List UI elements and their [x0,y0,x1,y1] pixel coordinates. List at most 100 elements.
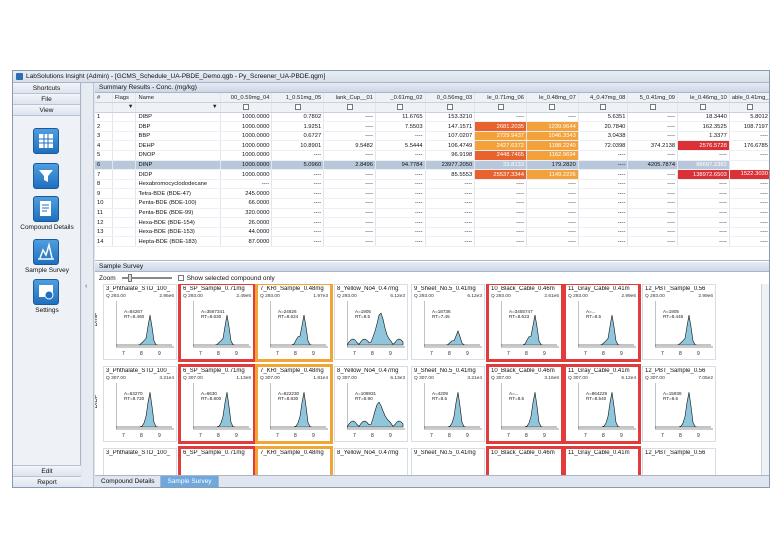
collapse-splitter[interactable]: ‹ [82,83,94,487]
sample-name: 7_KRI_Sample_0.48mg [260,368,324,374]
column-header[interactable]: 1_0.51mg_05 [271,93,325,104]
compound-details-button[interactable] [33,196,59,222]
dropdown-filter[interactable]: ▼ [112,102,137,113]
table-cell: ---- [729,198,769,209]
chromatogram-cell[interactable]: 7_KRI_Sample_0.48mg Q 307.00 1.81e4 7 8 9 A=62… [255,364,333,444]
chromatogram-cell[interactable]: 9_Sheet_No.5_0.41mg Q 293.00 6.12e3 7 8 9 A=18… [411,284,485,360]
column-header[interactable]: 00_0.59mg_04 [220,93,273,104]
column-filter-cell[interactable] [474,102,528,113]
table-row[interactable]: 4 DEHP 1000.0000 10.8901 9.5482 5.5444 106.474… [95,140,769,152]
table-row[interactable]: 8 Hexabromocyclododecane ---- ---- ---- ---- -… [95,179,769,190]
column-checkbox[interactable] [346,104,353,111]
column-header[interactable]: Flags [112,93,137,104]
column-header[interactable]: # [95,93,113,104]
report-menu[interactable]: Report [13,476,81,487]
chromatogram-cell[interactable]: 7_KRI_Sample_0.48mg Q 293.00 1.97e3 7 8 9 A=24… [255,284,333,362]
chromatogram-cell[interactable]: 12_PBT_Sample_0.56 Q 293.00 2.99e6 7 8 9 A=190… [642,284,716,360]
chromatogram-cell[interactable]: 6_SP_Sample_0.71mg [178,446,256,475]
chromatogram-cell[interactable]: 12_PBT_Sample_0.56 [642,448,716,475]
dropdown-filter[interactable]: ▼ [135,102,221,113]
file-menu[interactable]: File [13,94,80,105]
filter-cell[interactable] [95,102,113,113]
chromatogram-cell[interactable]: 11_Gray_Cable_0.41m Q 293.00 2.99e6 7 8 9 A=..… [563,284,641,362]
edit-menu[interactable]: Edit [13,465,81,476]
table-row[interactable]: 12 Hexa-BDE (BDE-154) 26.0000 ---- ---- ---- -… [95,217,769,228]
chromatogram-cell[interactable]: 8_Yellow_No4_0.47mg [334,448,408,475]
column-header[interactable]: lank_Cup__01 [323,93,376,104]
chromatogram-cell[interactable]: 9_Sheet_No.5_0.41mg [411,448,485,475]
column-filter-cell[interactable] [627,102,679,113]
table-row[interactable]: 13 Hexa-BDE (BDE-153) 44.0000 ---- ---- ---- -… [95,227,769,238]
column-checkbox[interactable] [700,104,707,111]
table-row[interactable]: 9 Tetra-BDE (BDE-47) 245.0000 ---- ---- ---- -… [95,188,769,200]
settings-button[interactable] [33,279,59,305]
zoom-slider-handle[interactable] [127,274,132,282]
column-checkbox[interactable] [600,104,607,111]
shortcuts-header[interactable]: Shortcuts [13,83,80,94]
chromatogram-cell[interactable]: 6_SP_Sample_0.71mg Q 293.00 2.49e6 7 8 9 A=356… [178,284,256,362]
chromatogram-cell[interactable]: 6_SP_Sample_0.71mg Q 307.00 1.13e6 7 8 9 A=663… [178,364,256,444]
column-checkbox[interactable] [294,104,301,111]
table-row[interactable]: 1 DIBP 1000.0000 0.7802 ---- 11.6765 153.3210-… [95,112,769,123]
table-row[interactable]: 2 DBP 1000.0000 1.9251 ---- 7.5503 147.1571 268… [95,121,769,132]
column-filter-cell[interactable] [526,102,579,113]
filter-button[interactable] [33,163,59,189]
chromatogram-cell[interactable]: 11_Gray_Cable_0.41m Q 307.00 6.12e4 7 8 9 A=86… [563,364,641,444]
table-row[interactable]: 3 BBP 1000.0000 0.6727 ---- ---- 107.0207 2729.… [95,131,769,142]
chromatogram-cell[interactable]: 11_Gray_Cable_0.41m [563,446,641,475]
column-checkbox[interactable] [549,104,556,111]
zoom-slider[interactable] [121,274,172,282]
show-selected-checkbox[interactable] [177,275,184,281]
column-header[interactable]: 5_0.41mg_09 [627,93,679,104]
chromatogram-cell[interactable]: 10_Black_Cable_0.46m [486,446,564,475]
table-view-button[interactable] [33,128,59,154]
column-checkbox[interactable] [446,104,453,111]
column-checkbox[interactable] [397,104,404,111]
survey-scrollbar[interactable] [761,284,769,475]
column-checkbox[interactable] [243,104,250,111]
column-header[interactable]: Name [135,93,221,104]
table-cell: ---- [323,188,376,200]
column-filter-cell[interactable] [323,102,376,113]
column-filter-cell[interactable] [220,102,273,113]
chromatogram-cell[interactable]: 8_Yellow_No4_0.47mg Q 307.00 6.13e3 7 8 9 A=10… [334,366,408,442]
chromatogram-cell[interactable]: 9_Sheet_No.5_0.41mg Q 307.00 3.21e4 7 8 9 A=42… [411,366,485,442]
table-cell: ---- [425,208,476,219]
chromatogram-cell[interactable]: 10_Black_Cable_0.46m Q 293.00 2.61e6 7 8 9 A=3… [486,284,564,362]
column-filter-cell[interactable] [578,102,629,113]
chromatogram-cell[interactable]: 3_Phthalate_STD_100_ Q 293.00 2.95e6 7 8 9 A=8… [103,284,177,360]
table-row[interactable]: 14 Hepta-BDE (BDE-183) 87.0000 ---- ---- ----… [95,236,769,247]
column-checkbox[interactable] [746,104,753,111]
chromatogram-cell[interactable]: 3_Phthalate_STD_100_ [103,448,177,475]
table-row[interactable]: 10 Penta-BDE (BDE-100) 66.0000 ---- ---- ----… [95,198,769,209]
column-filter-cell[interactable] [425,102,476,113]
table-row[interactable]: 5 DNOP 1000.0000 ---- ---- ---- 96.9198 2448.74… [95,150,769,161]
table-row[interactable]: 6 DINP 1000.0000 5.0960 2.8496 94.7784 23977.2… [95,160,769,171]
column-header[interactable]: able_0.41mg_11 [729,93,769,104]
chromatogram-cell[interactable]: 8_Yellow_No4_0.47mg Q 293.00 6.12e3 7 8 9 A=19… [334,284,408,360]
chromatogram-cell[interactable]: 12_PBT_Sample_0.56 Q 307.00 7.05e2 7 8 9 A=159… [642,366,716,442]
chromatogram-cell[interactable]: 7_KRI_Sample_0.48mg [255,446,333,475]
chromatogram-cell[interactable]: 10_Black_Cable_0.46m Q 307.00 3.16e6 7 8 9 A=.… [486,364,564,444]
tab-compound-details[interactable]: Compound Details [95,476,162,487]
column-filter-cell[interactable] [271,102,325,113]
column-header[interactable]: 0_0.56mg_03 [425,93,476,104]
column-filter-cell[interactable] [677,102,730,113]
tab-sample-survey[interactable]: Sample Survey [161,476,219,487]
column-filter-cell[interactable] [729,102,769,113]
column-header[interactable]: le_0.48mg_07 [526,93,579,104]
column-header[interactable]: le_0.71mg_06 [474,93,528,104]
table-row[interactable]: 7 DIDP 1000.0000 ---- ---- ---- 85.5553 25537.3… [95,169,769,180]
svg-text:9: 9 [620,351,623,357]
table-row[interactable]: 11 Penta-BDE (BDE-99) 320.0000 ---- ---- ----… [95,208,769,219]
column-checkbox[interactable] [497,104,504,111]
sample-survey-button[interactable] [33,239,59,265]
column-filter-cell[interactable] [375,102,426,113]
chromatogram-cell[interactable]: 3_Phthalate_STD_100_ Q 307.00 3.21e4 7 8 9 A=6… [103,366,177,442]
column-checkbox[interactable] [649,104,656,111]
table-cell: 1000.0000 [220,150,273,161]
column-header[interactable]: 4_0.47mg_08 [578,93,629,104]
view-menu[interactable]: View [13,105,80,116]
column-header[interactable]: le_0.46mg_10 [677,93,730,104]
column-header[interactable]: _0.61mg_02 [375,93,426,104]
